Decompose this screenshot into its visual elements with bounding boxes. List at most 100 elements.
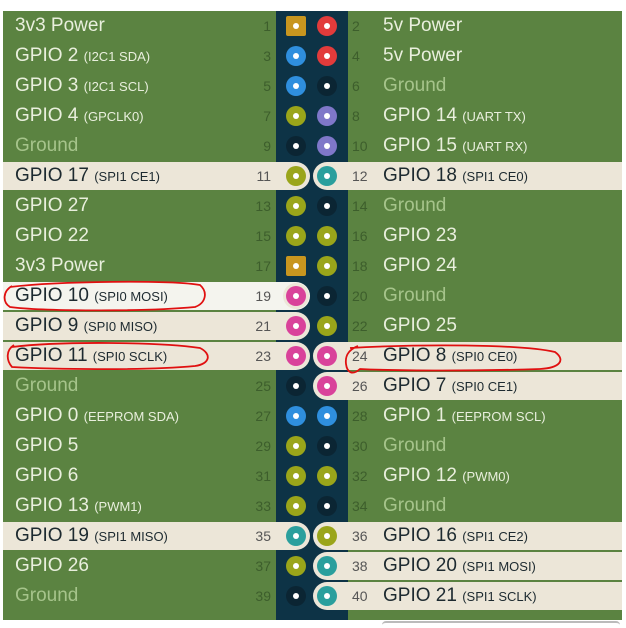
pin-label[interactable]: 3v3 Power (15, 255, 105, 277)
pin-number: 6 (352, 78, 360, 94)
pin-function: (GPCLK0) (83, 109, 144, 124)
pin-highlight (313, 552, 622, 580)
pin-spi0-icon[interactable] (286, 346, 306, 366)
pin-row: 3v3 Power 17 GPIO 24 18 (0, 251, 626, 281)
pin-label[interactable]: 3v3 Power (15, 15, 105, 37)
pin-label[interactable]: GPIO 1 (EEPROM SCL) (383, 405, 546, 427)
pin-label[interactable]: Ground (15, 375, 78, 397)
pin-row: GPIO 4 (GPCLK0) 7 GPIO 14 (UART TX) 8 (0, 101, 626, 131)
pin-label[interactable]: GPIO 3 (I2C1 SCL) (15, 75, 149, 97)
pin-power5v-icon[interactable] (317, 16, 337, 36)
pin-gpio-icon[interactable] (317, 526, 337, 546)
pin-label[interactable]: GPIO 16 (SPI1 CE2) (383, 525, 528, 547)
pin-function: (SPI1 CE0) (462, 169, 528, 184)
pin-label[interactable]: GPIO 10 (SPI0 MOSI) (15, 285, 168, 307)
pin-i2c-icon[interactable] (286, 406, 306, 426)
pin-i2c-icon[interactable] (286, 46, 306, 66)
pin-label[interactable]: GPIO 15 (UART RX) (383, 135, 527, 157)
pin-i2c-icon[interactable] (317, 406, 337, 426)
pin-label[interactable]: Ground (383, 195, 446, 217)
pin-row: GPIO 9 (SPI0 MISO) 21 GPIO 25 22 (0, 311, 626, 341)
pin-uart-icon[interactable] (317, 136, 337, 156)
pin-label[interactable]: GPIO 8 (SPI0 CE0) (383, 345, 517, 367)
pin-label[interactable]: Ground (15, 135, 78, 157)
pin-ground-icon[interactable] (317, 436, 337, 456)
pin-label[interactable]: Ground (383, 285, 446, 307)
pin-gpio-icon[interactable] (286, 226, 306, 246)
pin-label[interactable]: GPIO 19 (SPI1 MISO) (15, 525, 168, 547)
pin-label[interactable]: Ground (383, 75, 446, 97)
pin-number: 24 (352, 348, 368, 364)
pin-gpio-icon[interactable] (317, 466, 337, 486)
pin-spi1-icon[interactable] (286, 526, 306, 546)
pin-label[interactable]: GPIO 22 (15, 225, 89, 247)
pin-gpio-icon[interactable] (317, 256, 337, 276)
pin-power3v3-icon[interactable] (286, 16, 306, 36)
pin-gpio-icon[interactable] (286, 556, 306, 576)
pin-ground-icon[interactable] (317, 76, 337, 96)
pin-label[interactable]: GPIO 18 (SPI1 CE0) (383, 165, 528, 187)
pin-label[interactable]: GPIO 2 (I2C1 SDA) (15, 45, 150, 67)
pin-row: GPIO 27 13 Ground 14 (0, 191, 626, 221)
pin-spi1-icon[interactable] (317, 166, 337, 186)
pin-gpio-icon[interactable] (286, 496, 306, 516)
pin-label[interactable]: GPIO 27 (15, 195, 89, 217)
pin-label[interactable]: GPIO 20 (SPI1 MOSI) (383, 555, 536, 577)
pin-spi0-icon[interactable] (286, 286, 306, 306)
pin-label[interactable]: GPIO 12 (PWM0) (383, 465, 510, 487)
pin-ground-icon[interactable] (317, 196, 337, 216)
pin-gpio-icon[interactable] (286, 436, 306, 456)
pin-spi1-icon[interactable] (317, 556, 337, 576)
pin-ground-icon[interactable] (317, 286, 337, 306)
pin-spi0-icon[interactable] (317, 376, 337, 396)
pin-label[interactable]: GPIO 17 (SPI1 CE1) (15, 165, 160, 187)
pin-row: GPIO 2 (I2C1 SDA) 3 5v Power 4 (0, 41, 626, 71)
pin-label[interactable]: GPIO 4 (GPCLK0) (15, 105, 144, 127)
pin-name: GPIO 22 (15, 225, 89, 246)
pin-label[interactable]: GPIO 7 (SPI0 CE1) (383, 375, 517, 397)
pin-number: 3 (263, 48, 271, 64)
pin-name: GPIO 0 (15, 405, 79, 426)
pin-number: 27 (255, 408, 271, 424)
pin-spi1-icon[interactable] (317, 586, 337, 606)
pin-label[interactable]: GPIO 6 (15, 465, 78, 487)
pin-i2c-icon[interactable] (286, 76, 306, 96)
pin-gpio-icon[interactable] (286, 106, 306, 126)
pin-label[interactable]: Ground (383, 435, 446, 457)
pin-ground-icon[interactable] (286, 376, 306, 396)
pin-label[interactable]: Ground (15, 585, 78, 607)
pin-gpio-icon[interactable] (286, 466, 306, 486)
pin-label[interactable]: GPIO 5 (15, 435, 78, 457)
pin-label[interactable]: GPIO 25 (383, 315, 457, 337)
pin-label[interactable]: GPIO 9 (SPI0 MISO) (15, 315, 157, 337)
pin-number: 11 (256, 168, 271, 184)
pin-label[interactable]: 5v Power (383, 15, 462, 37)
pin-power3v3-icon[interactable] (286, 256, 306, 276)
pin-label[interactable]: GPIO 11 (SPI0 SCLK) (15, 345, 167, 367)
pin-label[interactable]: GPIO 14 (UART TX) (383, 105, 526, 127)
pin-power5v-icon[interactable] (317, 46, 337, 66)
pin-row: GPIO 6 31 GPIO 12 (PWM0) 32 (0, 461, 626, 491)
pin-gpio-icon[interactable] (317, 316, 337, 336)
pin-label[interactable]: 5v Power (383, 45, 462, 67)
pin-label[interactable]: GPIO 24 (383, 255, 457, 277)
pin-number: 7 (263, 108, 271, 124)
pin-label[interactable]: GPIO 0 (EEPROM SDA) (15, 405, 179, 427)
pin-ground-icon[interactable] (286, 586, 306, 606)
pin-spi0-icon[interactable] (317, 346, 337, 366)
pin-ground-icon[interactable] (286, 136, 306, 156)
pin-label[interactable]: GPIO 13 (PWM1) (15, 495, 142, 517)
pin-ground-icon[interactable] (317, 496, 337, 516)
pin-label[interactable]: GPIO 21 (SPI1 SCLK) (383, 585, 537, 607)
pin-row: GPIO 0 (EEPROM SDA) 27 GPIO 1 (EEPROM SCL)… (0, 401, 626, 431)
pin-gpio-icon[interactable] (286, 166, 306, 186)
pin-number: 40 (352, 588, 368, 604)
pin-spi0-icon[interactable] (286, 316, 306, 336)
pin-gpio-icon[interactable] (317, 226, 337, 246)
pin-label[interactable]: GPIO 23 (383, 225, 457, 247)
pin-uart-icon[interactable] (317, 106, 337, 126)
pin-function: (SPI0 MOSI) (94, 289, 168, 304)
pin-gpio-icon[interactable] (286, 196, 306, 216)
pin-label[interactable]: GPIO 26 (15, 555, 89, 577)
pin-label[interactable]: Ground (383, 495, 446, 517)
